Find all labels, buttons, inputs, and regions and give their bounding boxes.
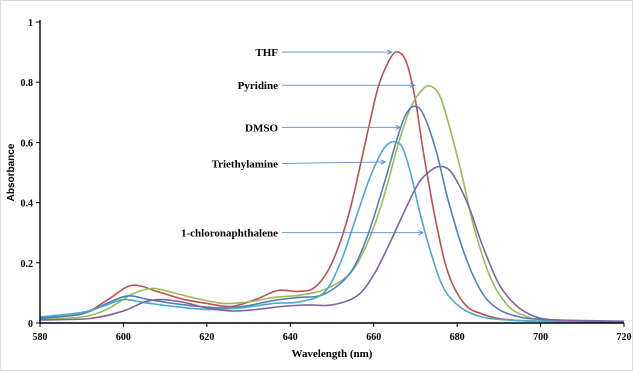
y-tick-label: 0.6 xyxy=(21,138,34,149)
series-line-1-chloronaphthalene xyxy=(39,165,625,323)
annotation-label: Pyridine xyxy=(238,80,278,92)
x-tick-label: 720 xyxy=(617,332,632,343)
series-line-pyridine xyxy=(39,84,625,323)
annotation-arrowhead xyxy=(409,82,416,88)
series-line-dmso xyxy=(39,105,625,322)
annotation-label: 1-chloronaphthalene xyxy=(181,228,278,240)
annotation-arrowhead xyxy=(395,124,402,130)
y-tick-label: 0.2 xyxy=(21,259,34,270)
y-tick-label: 0 xyxy=(28,319,33,330)
x-tick-label: 700 xyxy=(533,332,548,343)
x-tick-label: 620 xyxy=(199,332,214,343)
x-tick-label: 660 xyxy=(366,332,381,343)
x-tick-label: 680 xyxy=(450,332,465,343)
curves-layer xyxy=(39,50,625,323)
annotations-layer: THF Pyridine DMSO Triethylamine 1-chloronaph… xyxy=(181,47,424,240)
annotation-label: Triethylamine xyxy=(212,158,279,170)
series-line-thf xyxy=(39,50,625,323)
annotation-leader xyxy=(281,161,386,164)
series-line-triethylamine xyxy=(39,140,625,323)
y-tick-label: 0.8 xyxy=(21,78,34,89)
x-tick-label: 640 xyxy=(283,332,298,343)
annotation-arrowhead xyxy=(380,159,387,165)
annotation-label: DMSO xyxy=(245,122,278,134)
y-tick-label: 0.4 xyxy=(21,199,34,210)
x-tick-label: 600 xyxy=(116,332,131,343)
annotation-arrowhead xyxy=(418,230,424,236)
y-axis-title: Absorbance xyxy=(6,143,17,201)
x-tick-label: 580 xyxy=(33,332,48,343)
axes-layer: 580 600 620 640 660 680 700 720 0 0.2 0.4 0.6 0.8 1 xyxy=(21,18,632,343)
y-tick-label: 1 xyxy=(28,18,33,29)
annotation-label: THF xyxy=(255,47,278,59)
x-axis-title: Wavelength (nm) xyxy=(292,348,373,360)
annotation-arrowhead xyxy=(386,49,393,55)
